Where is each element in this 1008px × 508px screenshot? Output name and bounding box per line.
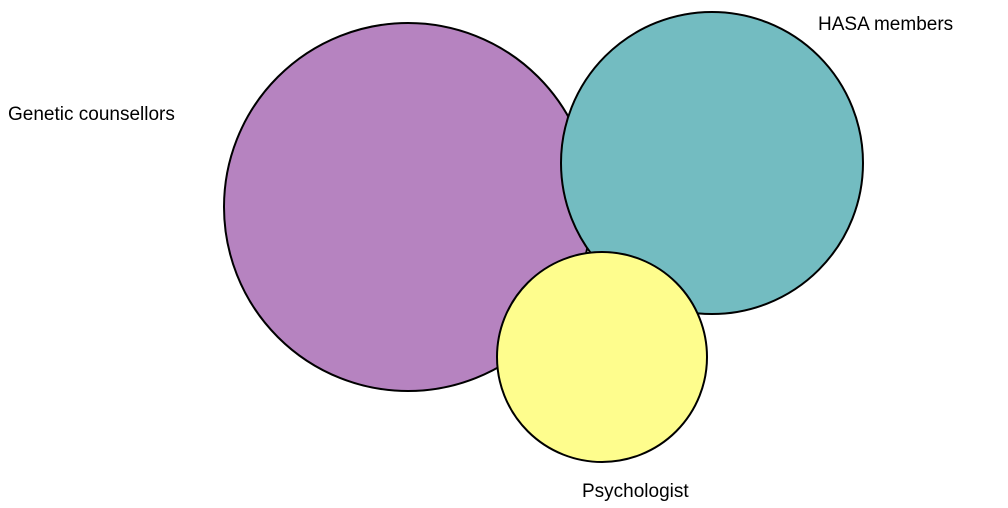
- hasa-members-label: HASA members: [818, 14, 953, 35]
- genetic-counsellors-label: Genetic counsellors: [8, 104, 175, 125]
- psychologist-label: Psychologist: [582, 481, 689, 502]
- psychologist-circle: [496, 251, 708, 463]
- hasa-members-circle: [560, 11, 864, 315]
